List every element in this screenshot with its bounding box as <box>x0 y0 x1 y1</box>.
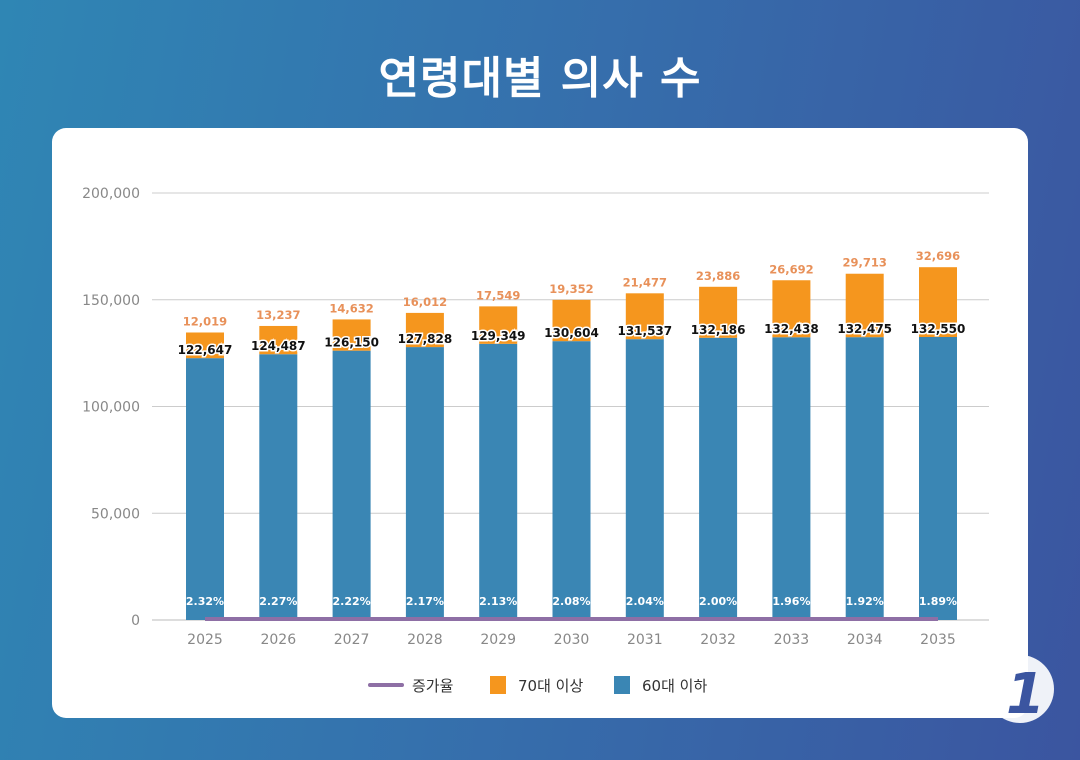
chart: 0 50,000 100,000 150,000 200,000 12,019 122,64… <box>82 186 989 695</box>
bar-60s-and-under <box>259 354 298 620</box>
bar-70s-and-over <box>919 267 957 338</box>
y-tick-label: 100,000 <box>82 400 140 416</box>
data-label-60s: 132,475 <box>837 322 892 336</box>
rate-label: 2.08% <box>552 595 590 608</box>
bar-60s-and-under <box>186 358 224 620</box>
data-label-70s: 26,692 <box>769 262 813 276</box>
legend-label-60s: 60대 이하 <box>642 677 707 695</box>
rate-label: 2.17% <box>406 595 444 608</box>
bar-70s-and-over <box>772 280 811 338</box>
data-label-70s: 12,019 <box>183 314 227 328</box>
bar-60s-and-under <box>772 337 811 620</box>
data-label-70s: 19,352 <box>549 282 593 296</box>
data-label-60s: 126,150 <box>324 336 379 350</box>
rate-label: 2.27% <box>259 595 297 608</box>
rate-label: 1.96% <box>772 595 810 608</box>
rate-label: 1.89% <box>919 595 957 608</box>
bar-60s-and-under <box>405 347 444 620</box>
rate-label: 2.00% <box>699 595 737 608</box>
x-tick-label: 2034 <box>847 632 883 648</box>
rate-label: 2.13% <box>479 595 517 608</box>
rate-label: 2.32% <box>186 595 224 608</box>
data-label-70s: 32,696 <box>916 249 960 263</box>
x-tick-label: 2033 <box>774 632 810 648</box>
bar-70s-and-over <box>625 293 664 340</box>
data-label-70s: 17,549 <box>476 288 520 302</box>
rate-label: 1.92% <box>846 595 884 608</box>
x-tick-label: 2035 <box>920 632 956 648</box>
bar-60s-and-under <box>332 350 371 620</box>
data-label-60s: 127,828 <box>398 332 453 346</box>
bar-70s-and-over <box>186 332 224 359</box>
rate-label: 2.04% <box>626 595 664 608</box>
data-label-60s: 132,438 <box>764 322 819 336</box>
svg-text:news: news <box>792 651 967 725</box>
legend-label-70s: 70대 이상 <box>518 677 583 695</box>
x-tick-label: 2025 <box>187 632 223 648</box>
bar-60s-and-under <box>919 337 957 620</box>
y-tick-label: 50,000 <box>91 506 140 522</box>
x-tick-label: 2032 <box>700 632 736 648</box>
x-tick-label: 2030 <box>554 632 590 648</box>
bar-70s-and-over <box>479 306 518 344</box>
bar-60s-and-under <box>625 339 664 620</box>
bar-60s-and-under <box>845 337 884 620</box>
bar-60s-and-under <box>699 337 738 620</box>
bar-70s-and-over <box>699 286 738 338</box>
y-tick-label: 200,000 <box>82 186 140 202</box>
data-label-70s: 23,886 <box>696 269 740 283</box>
x-tick-label: 2026 <box>260 632 296 648</box>
y-tick-label: 150,000 <box>82 293 140 309</box>
bar-70s-and-over <box>259 325 298 355</box>
chart-panel: 0 50,000 100,000 150,000 200,000 12,019 122,64… <box>52 128 1028 718</box>
svg-text:1: 1 <box>1006 662 1042 727</box>
legend-swatch-70s <box>490 676 506 694</box>
data-label-60s: 132,186 <box>691 323 746 337</box>
x-tick-label: 2028 <box>407 632 443 648</box>
data-label-70s: 16,012 <box>403 295 447 309</box>
bar-70s-and-over <box>845 273 884 338</box>
legend-label-rate: 증가율 <box>412 677 453 695</box>
bar-70s-and-over <box>552 299 591 342</box>
bar-60s-and-under <box>479 343 518 620</box>
bar-70s-and-over <box>405 312 444 348</box>
data-label-60s: 132,550 <box>911 322 966 336</box>
x-tick-label: 2029 <box>480 632 516 648</box>
news1-logo: news 1 <box>791 647 1062 742</box>
x-tick-label: 2031 <box>627 632 663 648</box>
rate-label: 2.22% <box>333 595 371 608</box>
page-title: 연령대별 의사 수 <box>378 53 702 104</box>
bar-70s-and-over <box>332 319 371 351</box>
data-label-70s: 21,477 <box>623 275 667 289</box>
data-label-60s: 129,349 <box>471 329 526 343</box>
data-label-60s: 130,604 <box>544 326 599 340</box>
y-tick-label: 0 <box>131 613 140 629</box>
data-label-60s: 124,487 <box>251 339 306 353</box>
x-tick-label: 2027 <box>334 632 370 648</box>
data-label-60s: 122,647 <box>178 343 233 357</box>
data-label-70s: 29,713 <box>843 256 887 270</box>
data-label-70s: 13,237 <box>256 308 300 322</box>
bar-60s-and-under <box>552 341 591 620</box>
data-label-60s: 131,537 <box>617 324 672 338</box>
logo-mark: news 1 <box>791 650 1054 727</box>
data-label-70s: 14,632 <box>329 301 373 315</box>
legend-swatch-60s <box>614 676 630 694</box>
